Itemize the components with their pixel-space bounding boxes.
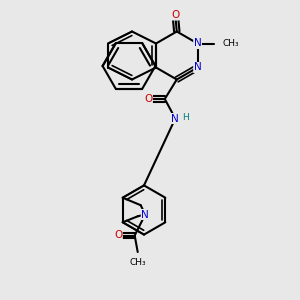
- Text: CH₃: CH₃: [223, 39, 239, 48]
- Text: O: O: [114, 230, 122, 241]
- Text: N: N: [171, 113, 179, 124]
- Text: CH₃: CH₃: [129, 258, 146, 267]
- Text: O: O: [144, 94, 152, 104]
- Text: N: N: [194, 62, 201, 73]
- Text: N: N: [194, 38, 201, 49]
- Text: O: O: [171, 10, 179, 20]
- Text: N: N: [141, 209, 149, 220]
- Text: H: H: [182, 112, 189, 122]
